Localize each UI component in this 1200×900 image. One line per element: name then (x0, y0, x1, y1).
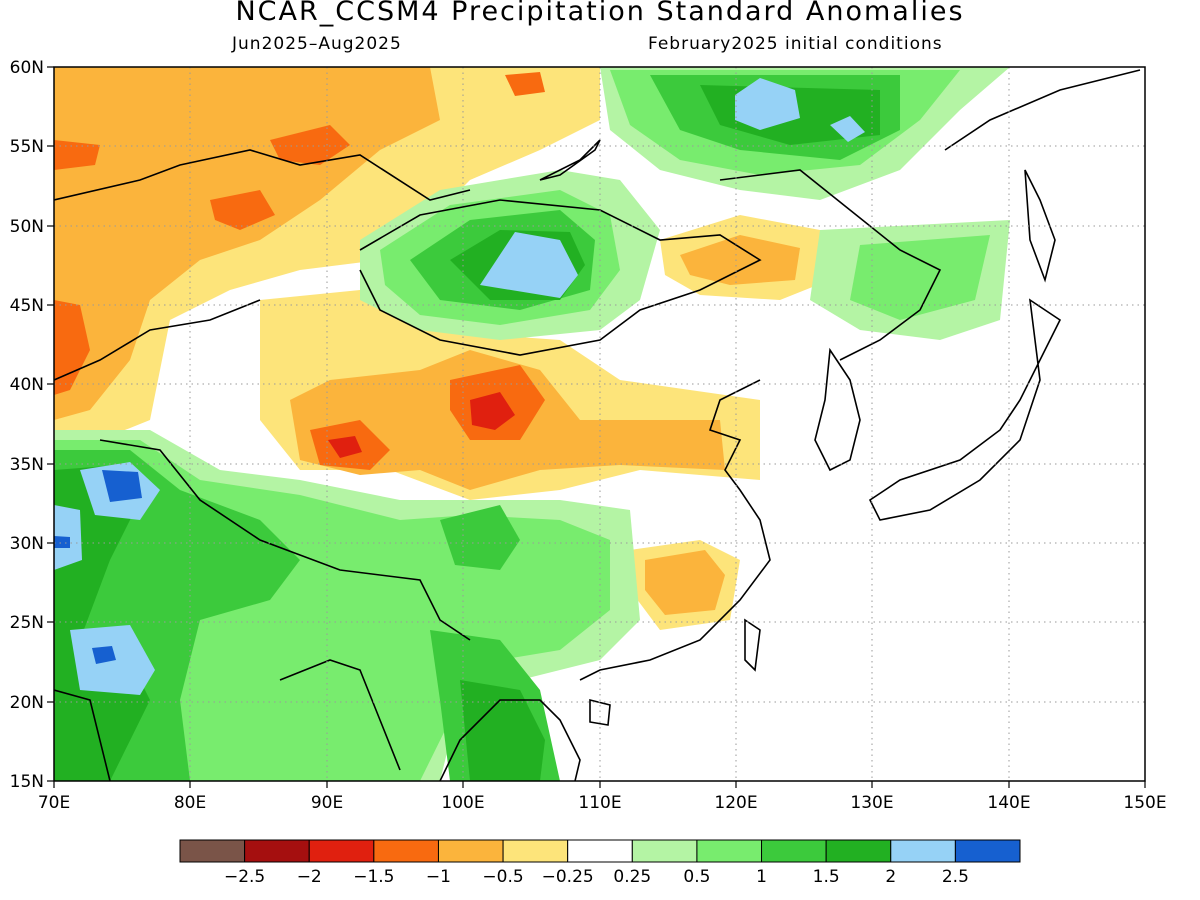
wet-region-sichuan (440, 505, 520, 570)
lon-tick-90: 90E (311, 793, 343, 813)
lon-tick-80: 80E (174, 793, 206, 813)
lat-tick-60: 60N (10, 58, 44, 78)
colorbar-label: 1 (756, 867, 767, 887)
longitude-labels: 70E 80E 90E 100E 110E 120E 130E 140E 150… (38, 793, 1167, 813)
colorbar-swatch (954, 839, 1021, 863)
colorbar-swatch (825, 839, 892, 863)
colorbar-label: −0.25 (542, 867, 594, 887)
dry-region-southeast-core (645, 550, 725, 615)
wet-region-darkblue-india (92, 646, 116, 664)
lat-tick-15: 15N (10, 772, 44, 792)
colorbar-swatch (437, 839, 504, 863)
taiwan-outline (744, 618, 761, 672)
colorbar-swatch (631, 839, 698, 863)
initial-conditions: February2025 initial conditions (648, 34, 943, 54)
lon-tick-130: 130E (850, 793, 893, 813)
wet-region-indochina-core (460, 680, 545, 781)
colorbar-label: −2.5 (224, 867, 265, 887)
colorbar-label: −1.5 (353, 867, 394, 887)
forecast-period: Jun2025–Aug2025 (232, 34, 402, 54)
indochina-coast (439, 699, 581, 781)
dry-cell-orange-2 (270, 125, 350, 165)
lat-tick-55: 55N (10, 137, 44, 157)
dry-cell-orange-1 (54, 140, 100, 170)
dry-cell-red-tibet (328, 436, 362, 458)
dry-cell-red-central (470, 392, 515, 430)
colorbar-swatch (696, 839, 763, 863)
lat-tick-50: 50N (10, 217, 44, 237)
lon-tick-70: 70E (38, 793, 70, 813)
dry-cell-orange-5 (505, 72, 545, 96)
wet-region-mongolia-blue (480, 232, 578, 298)
korea-outline (814, 347, 861, 472)
japan-outline (868, 298, 1062, 521)
colorbar-label: 0.25 (613, 867, 651, 887)
wet-region-darkblue-west (54, 536, 70, 548)
colorbar-swatch (761, 839, 827, 863)
colorbar-swatch (179, 839, 246, 863)
colorbar-label: −1 (426, 867, 451, 887)
lat-tick-30: 30N (10, 534, 44, 554)
northwest-border (54, 149, 471, 201)
lat-tick-20: 20N (10, 693, 44, 713)
latitude-labels: 15N 20N 25N 30N 35N 40N 45N 50N 55N 60N (10, 58, 44, 792)
lon-tick-150: 150E (1123, 793, 1166, 813)
kamchatka-coast (944, 69, 1141, 151)
lon-tick-140: 140E (987, 793, 1030, 813)
dry-region-northwest-core (54, 67, 440, 420)
dry-cell-orange-4 (54, 300, 90, 395)
sakhalin-outline (1024, 169, 1056, 283)
lon-tick-110: 110E (578, 793, 621, 813)
central-asia-border (54, 299, 261, 381)
axis-ticks (47, 66, 1146, 788)
china-coastline (579, 379, 771, 681)
lat-tick-35: 35N (10, 455, 44, 475)
wet-region-darkblue-karakoram (102, 470, 142, 502)
tibet-border (99, 439, 471, 641)
china-northeast-border (719, 169, 942, 361)
dry-cell-orange-3 (210, 190, 275, 230)
colorbar-swatch (373, 839, 439, 863)
wet-region-northeast-china-core (850, 235, 990, 320)
colorbar-swatch (308, 839, 375, 863)
colorbar-label: −2 (297, 867, 322, 887)
mongolia-border (359, 199, 762, 356)
lat-tick-45: 45N (10, 296, 44, 316)
hainan-outline (589, 698, 611, 726)
lat-tick-40: 40N (10, 375, 44, 395)
colorbar-label: −0.5 (482, 867, 523, 887)
colorbar-label: 2.5 (942, 867, 969, 887)
colorbar-label: 1.5 (813, 867, 840, 887)
colorbar: −2.5 −2 −1.5 −1 −0.5 −0.25 0.25 0.5 1 1.5 2 2.5 (179, 839, 1021, 887)
colorbar-swatch (502, 839, 569, 863)
wet-region-northeast-blue-1 (735, 78, 800, 130)
lon-tick-120: 120E (714, 793, 757, 813)
colorbar-swatch (567, 839, 633, 863)
colorbar-label: 2 (885, 867, 896, 887)
map-title: NCAR_CCSM4 Precipitation Standard Anomal… (235, 0, 965, 27)
map-gridlines (54, 67, 1145, 781)
colorbar-swatch (890, 839, 956, 863)
lon-tick-100: 100E (441, 793, 484, 813)
bengal-coast (279, 659, 401, 771)
dry-region-manchuria-core (680, 235, 800, 285)
wet-region-northeast-blue-2 (830, 116, 865, 142)
lake-baikal (539, 139, 601, 181)
india-coast (54, 689, 111, 781)
lat-tick-25: 25N (10, 613, 44, 633)
coastlines (54, 69, 1141, 781)
anomaly-field (54, 67, 1145, 781)
colorbar-swatch (244, 839, 310, 863)
colorbar-label: 0.5 (683, 867, 710, 887)
